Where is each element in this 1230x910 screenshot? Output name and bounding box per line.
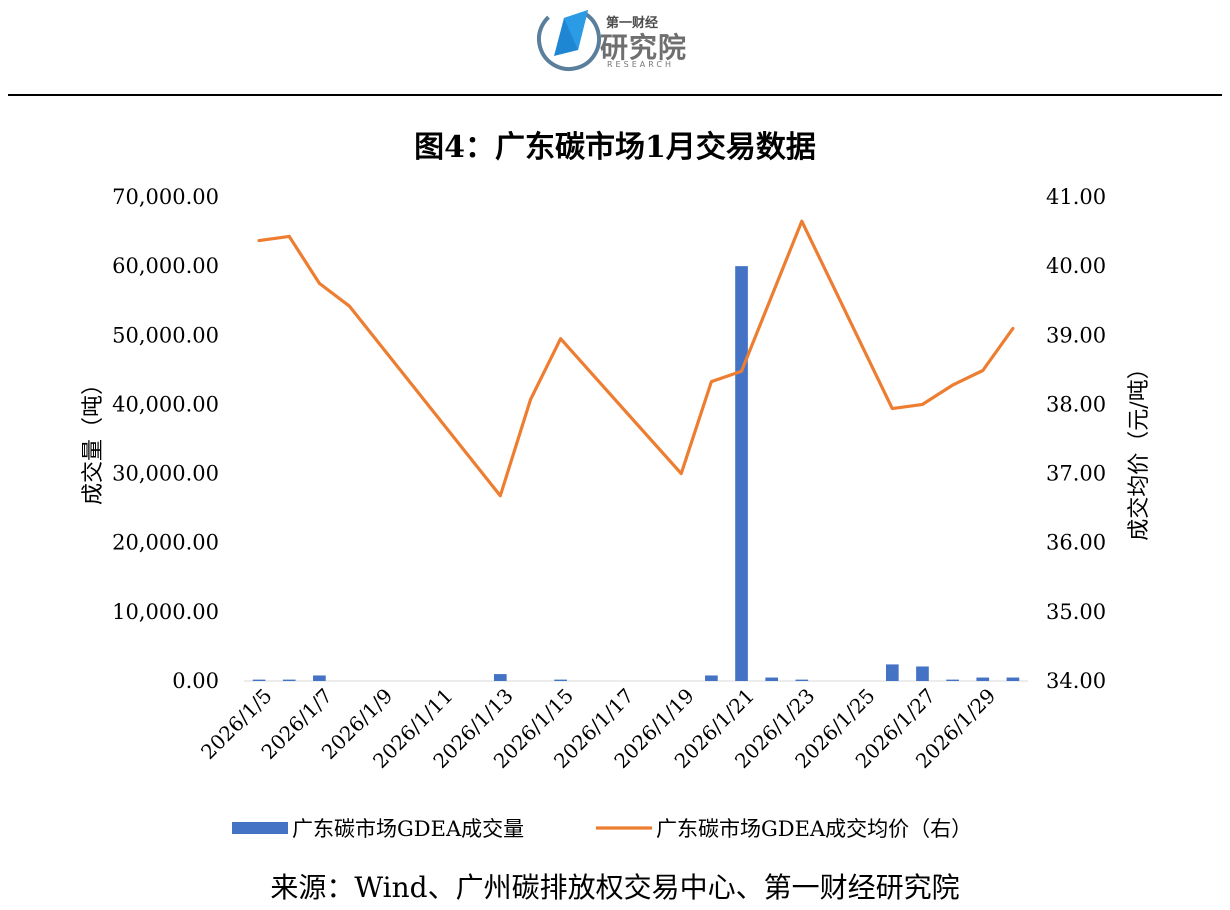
- volume-bar: [795, 679, 809, 681]
- volume-bar: [1006, 677, 1020, 681]
- price-line: [257, 219, 1015, 498]
- source-note: 来源：Wind、广州碳排放权交易中心、第一财经研究院: [270, 871, 960, 904]
- volume-bar: [976, 677, 990, 681]
- volume-bar: [313, 675, 326, 681]
- legend-bar-swatch: [232, 822, 288, 834]
- y-right-tick-label: 36.00: [1046, 531, 1106, 555]
- volume-bar: [705, 675, 718, 681]
- research-logo: 第一财经 研究院 RESEARCH: [534, 4, 704, 74]
- volume-bar: [916, 666, 929, 681]
- y-left-tick-label: 40,000.00: [112, 392, 219, 416]
- plot-area: 0.00 10,000.00 20,000.00 30,000.00 40,000.00…: [81, 185, 1152, 841]
- y-left-tick-label: 0.00: [172, 669, 219, 693]
- volume-bar: [493, 674, 507, 681]
- y-right-tick-label: 34.00: [1046, 669, 1106, 693]
- legend-bar-label: 广东碳市场GDEA成交量: [292, 817, 524, 841]
- y-right-tick-label: 35.00: [1046, 600, 1106, 624]
- combo-chart: 0.00 10,000.00 20,000.00 30,000.00 40,000.00…: [81, 185, 1152, 841]
- volume-bar: [282, 679, 296, 681]
- volume-bar: [765, 677, 779, 681]
- chart-title: 图4：广东碳市场1月交易数据: [414, 130, 816, 165]
- legend-line-label: 广东碳市场GDEA成交均价（右）: [656, 817, 972, 841]
- volume-bar: [554, 679, 567, 681]
- y-left-tick-label: 50,000.00: [112, 323, 219, 347]
- y-right-tick-label: 41.00: [1046, 185, 1106, 209]
- volume-bar: [885, 664, 899, 681]
- logo-sub-text: RESEARCH: [607, 60, 674, 69]
- report-header: 第一财经 研究院 RESEARCH: [0, 0, 1230, 96]
- y-right-tick-label: 39.00: [1046, 323, 1106, 347]
- volume-bar: [946, 679, 959, 681]
- logo-top-text: 第一财经: [606, 16, 659, 31]
- y-left-tick-label: 60,000.00: [112, 254, 219, 278]
- y-right-axis-title: 成交均价（元/吨）: [1127, 357, 1152, 540]
- volume-bar: [735, 266, 748, 681]
- y-right-tick-label: 40.00: [1046, 254, 1106, 278]
- y-right-tick-label: 38.00: [1046, 392, 1106, 416]
- logo-main-text: 研究院: [600, 31, 688, 64]
- y-left-tick-label: 20,000.00: [112, 531, 219, 555]
- logo-emblem-icon: [537, 7, 601, 71]
- y-left-axis-title: 成交量（吨）: [81, 373, 106, 505]
- y-left-tick-label: 70,000.00: [112, 185, 219, 209]
- header-divider: [8, 94, 1222, 96]
- y-right-tick-label: 37.00: [1046, 462, 1106, 486]
- volume-bar: [252, 679, 266, 681]
- y-left-tick-label: 30,000.00: [112, 462, 219, 486]
- y-left-tick-label: 10,000.00: [112, 600, 219, 624]
